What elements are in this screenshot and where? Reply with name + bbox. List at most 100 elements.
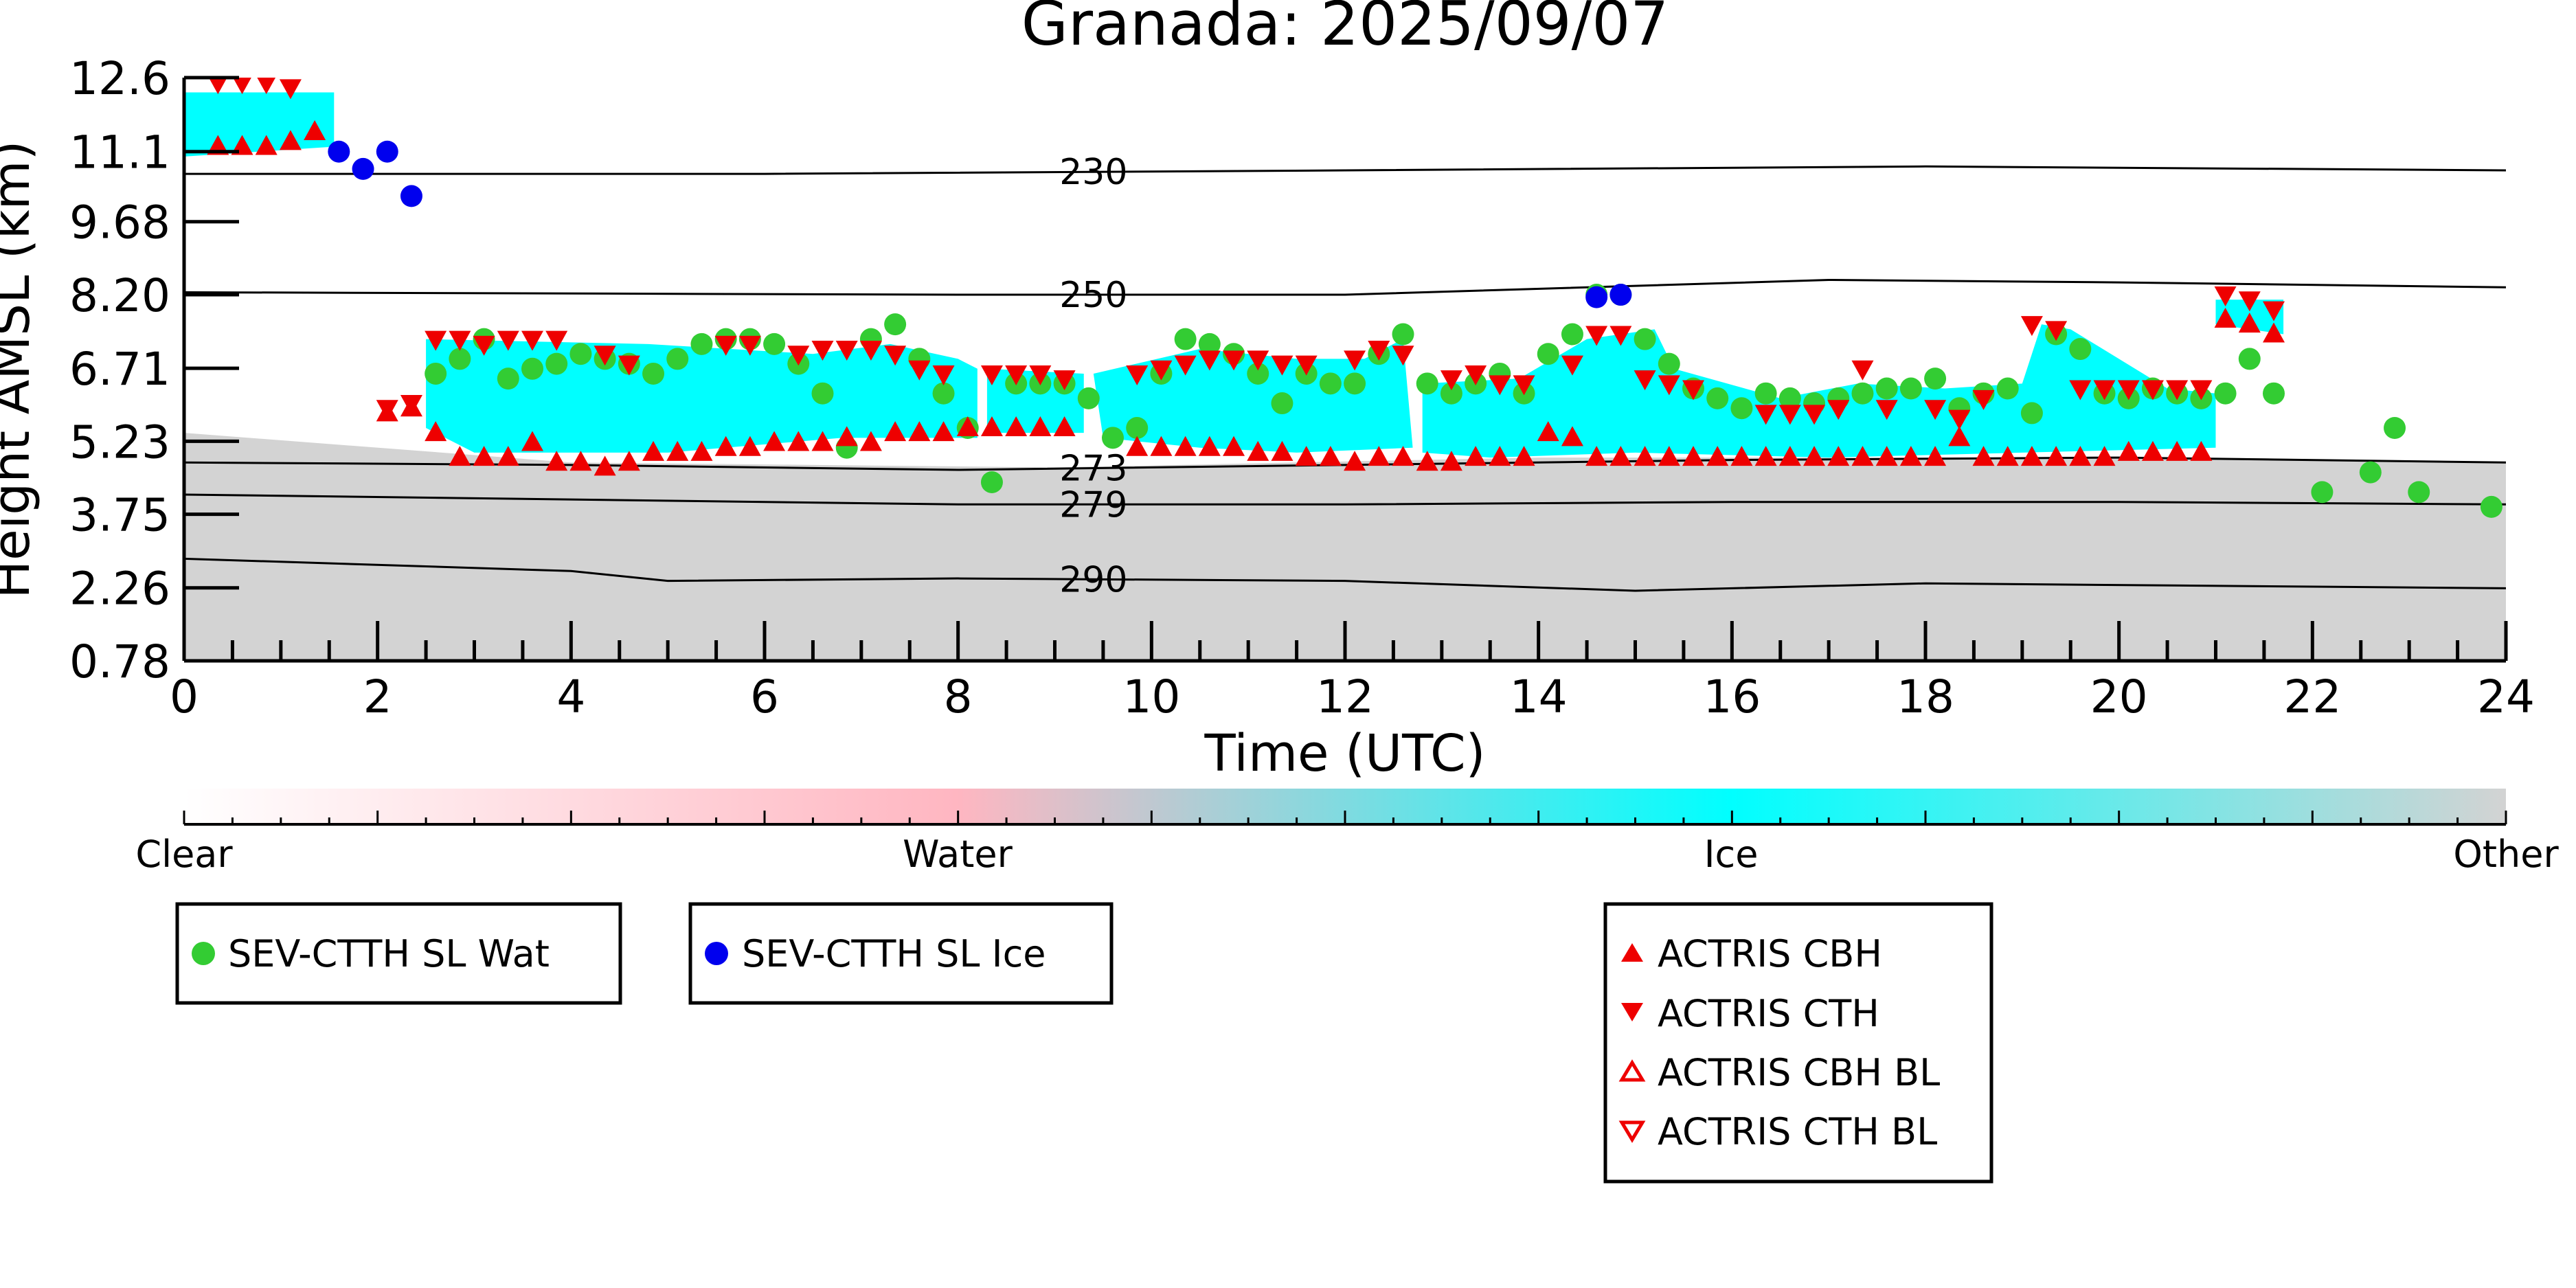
actris-cbh-point <box>2141 440 2164 461</box>
x-tick-label: 20 <box>2090 670 2148 723</box>
actris-cbh-point <box>1730 446 1753 466</box>
actris-cbh-point <box>1392 446 1414 466</box>
actris-cth-point <box>618 355 640 376</box>
actris-cth-point <box>1948 409 1971 430</box>
actris-cbh-point <box>714 436 737 456</box>
actris-cbh-point <box>2093 446 2116 466</box>
actris-cbh-point <box>425 421 447 442</box>
actris-cbh-point <box>1658 446 1680 466</box>
legend-marker-sev-wat <box>192 942 215 965</box>
actris-cth-point <box>1851 360 1874 381</box>
actris-cth-point <box>1005 365 1028 385</box>
region-ice-1 <box>184 92 335 157</box>
actris-cth-point <box>594 346 616 366</box>
actris-cbh-point <box>1972 446 1995 466</box>
actris-cbh-point <box>787 431 810 451</box>
actris-cth-point <box>908 360 931 381</box>
region-other-0 <box>184 418 2506 661</box>
actris-cbh-point <box>1440 451 1462 471</box>
contour-label-273: 273 <box>1059 449 1127 490</box>
actris-cbh-point <box>1827 446 1850 466</box>
x-tick-label: 4 <box>556 670 585 723</box>
actris-cbh-point <box>1585 446 1608 466</box>
actris-cth-point <box>1029 365 1052 385</box>
actris-cbh-point <box>1053 416 1076 436</box>
sev-ctth-sl-wat-point <box>497 368 519 390</box>
actris-cbh-point <box>1634 446 1656 466</box>
actris-cbh-point <box>1996 446 2019 466</box>
actris-cth-point <box>2093 380 2116 400</box>
sev-ctth-sl-ice-point <box>376 140 398 163</box>
x-tick-label: 2 <box>363 670 392 723</box>
sev-ctth-sl-ice-point <box>1609 284 1632 306</box>
actris-cbh-point <box>1271 440 1293 461</box>
x-tick-label: 10 <box>1122 670 1180 723</box>
sev-ctth-sl-wat-point <box>545 352 568 375</box>
sev-ctth-sl-wat-point <box>2359 461 2382 484</box>
sev-ctth-sl-wat-point <box>1198 332 1221 355</box>
actris-cbh-point <box>2238 313 2261 333</box>
colorbar-label-other: Other <box>2453 833 2559 876</box>
x-tick-label: 24 <box>2477 670 2535 723</box>
actris-cbh-point <box>1561 426 1583 447</box>
actris-cth-point <box>1754 405 1777 425</box>
actris-cth-point <box>521 330 543 351</box>
x-tick-label: 22 <box>2283 670 2341 723</box>
contour-line-273 <box>184 456 2506 471</box>
actris-cbh-point <box>618 451 640 471</box>
sev-ctth-sl-wat-point <box>1996 377 2019 400</box>
sev-ctth-sl-wat-point <box>1875 377 1898 400</box>
sev-ctth-sl-ice-point <box>400 185 422 207</box>
actris-cbh-point <box>642 440 665 461</box>
sev-ctth-sl-wat-point <box>1778 387 1801 409</box>
actris-cbh-point <box>1754 446 1777 466</box>
actris-cth-point <box>1682 380 1704 400</box>
y-tick-label: 8.20 <box>69 269 170 322</box>
sev-ctth-sl-wat-point <box>1537 343 1559 365</box>
actris-cth-point <box>1803 405 1826 425</box>
actris-cbh-point <box>666 440 689 461</box>
sev-ctth-sl-ice-point <box>328 140 350 163</box>
actris-cbh-point <box>2166 440 2189 461</box>
actris-cbh-point <box>1029 416 1052 436</box>
actris-cth-point <box>1609 326 1632 346</box>
actris-cbh-point <box>1537 421 1559 442</box>
sev-ctth-sl-wat-point <box>1247 362 1269 385</box>
actris-cth-point <box>2214 286 2237 307</box>
actris-cth-point <box>257 78 276 95</box>
sev-ctth-sl-wat-point <box>2384 416 2406 439</box>
actris-cbh-point <box>255 135 278 155</box>
colorbar-label-water: Water <box>903 833 1013 876</box>
actris-cth-point <box>1875 400 1898 420</box>
sev-ctth-sl-wat-point <box>642 362 665 385</box>
y-tick-label: 2.26 <box>69 563 170 615</box>
actris-cbh-point <box>2263 322 2285 343</box>
actris-cbh-point <box>835 426 858 447</box>
actris-cbh-point <box>2190 440 2213 461</box>
actris-cth-point <box>233 78 251 95</box>
sev-ctth-sl-wat-point <box>2020 402 2043 425</box>
actris-cbh-point <box>1319 446 1342 466</box>
contour-label-290: 290 <box>1059 559 1127 600</box>
actris-cth-point <box>714 335 737 356</box>
sev-ctth-sl-wat-point <box>1658 352 1680 375</box>
sev-ctth-sl-ice-point <box>352 157 374 180</box>
plot-area <box>184 78 2506 661</box>
actris-cth-point <box>1585 326 1608 346</box>
actris-cbh-point <box>2045 446 2068 466</box>
actris-cth-point <box>2190 380 2213 400</box>
sev-ctth-sl-wat-point <box>884 313 907 336</box>
actris-cbh-point <box>980 416 1003 436</box>
actris-cbh-point <box>2069 446 2092 466</box>
actris-cbh-point <box>2117 440 2140 461</box>
actris-cth-point <box>1440 370 1462 391</box>
actris-cbh-point <box>1924 446 1947 466</box>
sev-ctth-sl-wat-point <box>1416 372 1438 395</box>
x-axis-label: Time (UTC) <box>1204 724 1485 783</box>
legend-marker-cth-bl <box>1618 1120 1646 1143</box>
actris-cth-point <box>208 78 227 95</box>
actris-cth-point <box>1150 360 1173 381</box>
sev-ctth-sl-wat-point <box>1077 387 1100 409</box>
